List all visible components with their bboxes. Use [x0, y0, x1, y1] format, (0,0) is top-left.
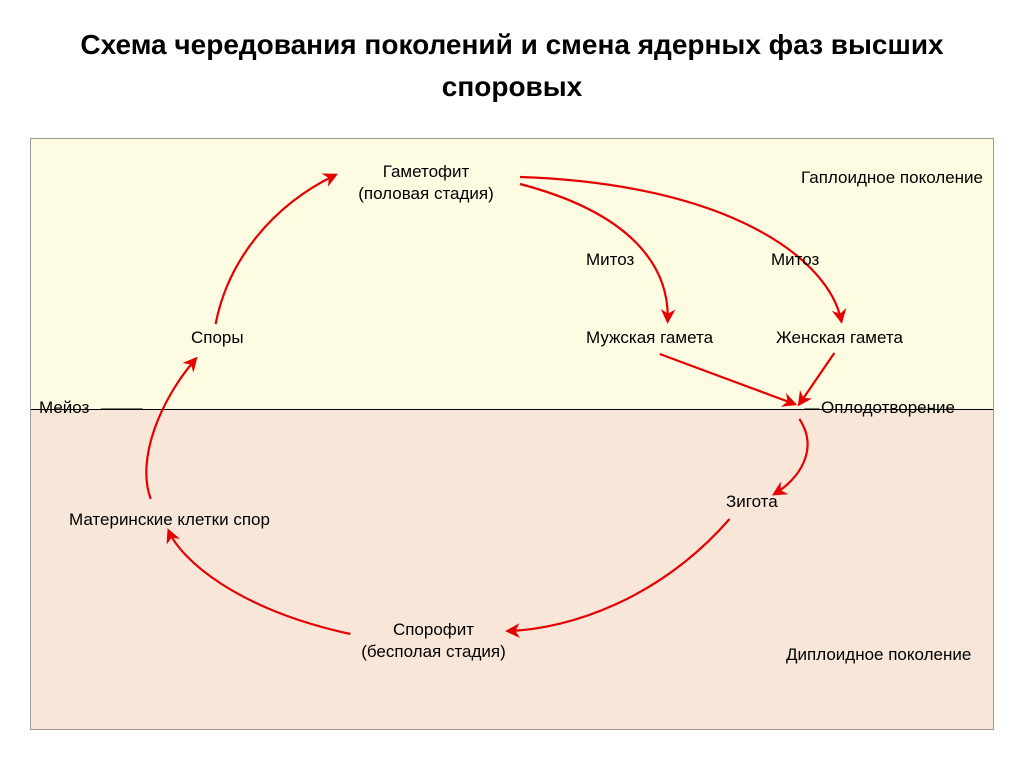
gametophyte-line1: Гаметофит — [383, 162, 470, 181]
arrow-layer — [31, 139, 993, 729]
node-spores: Споры — [191, 327, 244, 349]
label-meiosis: Мейоз — [39, 397, 89, 419]
page-title: Схема чередования поколений и смена ядер… — [0, 0, 1024, 128]
label-mitosis-2: Митоз — [771, 249, 819, 271]
node-mother-cells: Материнские клетки спор — [69, 509, 270, 531]
label-fertilization: Оплодотворение — [821, 397, 955, 419]
node-zygote: Зигота — [726, 491, 778, 513]
sporophyte-line2: (бесполая стадия) — [361, 642, 506, 661]
node-female-gamete: Женская гамета — [776, 327, 903, 349]
label-mitosis-1: Митоз — [586, 249, 634, 271]
node-male-gamete: Мужская гамета — [586, 327, 713, 349]
node-gametophyte: Гаметофит (половая стадия) — [351, 161, 501, 205]
gametophyte-line2: (половая стадия) — [358, 184, 494, 203]
sporophyte-line1: Спорофит — [393, 620, 474, 639]
lifecycle-diagram: Гаметофит (половая стадия) Гаплоидное по… — [30, 138, 994, 730]
node-sporophyte: Спорофит (бесполая стадия) — [356, 619, 511, 663]
label-diploid-generation: Диплоидное поколение — [786, 644, 971, 666]
label-haploid-generation: Гаплоидное поколение — [801, 167, 983, 189]
